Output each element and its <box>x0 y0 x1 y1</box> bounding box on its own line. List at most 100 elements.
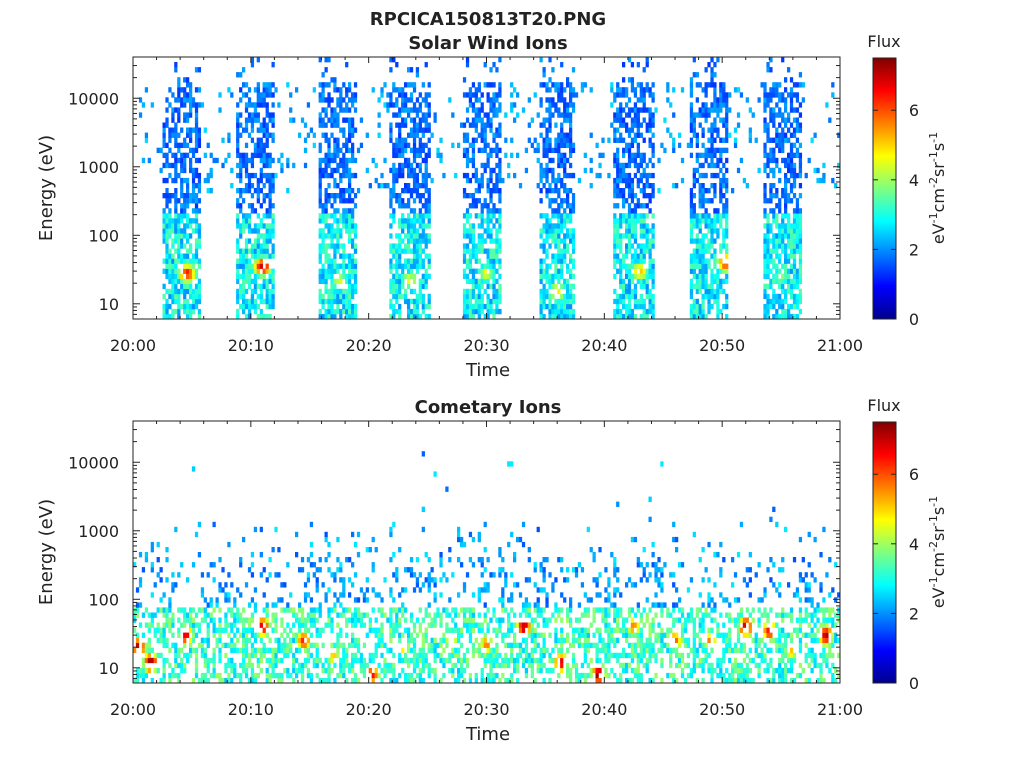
heatmap-cell <box>135 612 140 618</box>
heatmap-cell <box>174 298 178 305</box>
heatmap-cell <box>798 288 803 295</box>
heatmap-cell <box>212 632 216 638</box>
heatmap-cell <box>171 152 175 159</box>
heatmap-cell <box>404 627 408 633</box>
heatmap-cell <box>300 672 305 679</box>
heatmap-cell <box>616 314 620 320</box>
heatmap-cell <box>763 122 767 128</box>
heatmap-cell <box>695 213 699 219</box>
heatmap-cell <box>342 268 346 274</box>
heatmap-cell <box>486 157 490 164</box>
heatmap-cell <box>630 62 635 68</box>
heatmap-cell <box>557 92 561 98</box>
heatmap-cell <box>180 667 184 674</box>
heatmap-cell <box>548 102 552 108</box>
heatmap-cell <box>701 203 705 209</box>
heatmap-cell <box>480 298 484 305</box>
heatmap-cell <box>197 243 202 249</box>
heatmap-cell <box>616 137 620 143</box>
heatmap-cell <box>183 642 187 649</box>
heatmap-cell <box>725 157 729 164</box>
heatmap-cell <box>180 142 184 149</box>
heatmap-cell <box>306 102 311 108</box>
heatmap-cell <box>389 557 393 563</box>
heatmap-cell <box>639 188 643 194</box>
heatmap-cell <box>625 127 629 133</box>
heatmap-cell <box>613 157 617 164</box>
colorbar-tick-label: 0 <box>909 310 919 329</box>
heatmap-cell <box>619 188 623 194</box>
heatmap-cell <box>468 213 473 219</box>
heatmap-cell <box>772 288 776 295</box>
heatmap-cell <box>716 218 720 224</box>
heatmap-cell <box>563 258 567 264</box>
heatmap-cell <box>133 678 137 684</box>
heatmap-cell <box>527 122 531 128</box>
heatmap-cell <box>321 87 325 93</box>
heatmap-cell <box>256 127 260 133</box>
heatmap-cell <box>330 167 334 174</box>
heatmap-cell <box>781 218 785 224</box>
heatmap-cell <box>462 147 467 154</box>
heatmap-cell <box>392 667 396 674</box>
heatmap-cell <box>194 288 199 295</box>
heatmap-cell <box>551 253 555 259</box>
heatmap-cell <box>763 152 767 159</box>
heatmap-cell <box>787 253 791 259</box>
heatmap-cell <box>816 167 820 174</box>
heatmap-cell <box>407 198 411 204</box>
heatmap-cell <box>177 314 181 320</box>
heatmap-cell <box>566 288 570 295</box>
heatmap-cell <box>194 238 199 244</box>
heatmap-cell <box>477 87 481 93</box>
heatmap-cell <box>395 172 399 179</box>
heatmap-cell <box>415 127 420 133</box>
heatmap-cell <box>239 188 243 194</box>
heatmap-cell <box>401 667 405 674</box>
heatmap-cell <box>489 167 493 174</box>
heatmap-cell <box>483 112 487 118</box>
heatmap-cell <box>781 233 785 239</box>
heatmap-cell <box>789 167 794 174</box>
heatmap-cell <box>292 162 296 169</box>
heatmap-cell <box>259 283 263 290</box>
x-tick-label: 20:50 <box>699 336 745 355</box>
heatmap-cell <box>318 612 322 618</box>
heatmap-cell <box>389 97 393 103</box>
heatmap-cell <box>642 314 646 320</box>
heatmap-cell <box>766 303 770 310</box>
heatmap-cell <box>295 617 299 623</box>
heatmap-cell <box>224 662 228 669</box>
heatmap-cell <box>418 193 422 199</box>
heatmap-cell <box>168 193 172 199</box>
heatmap-cell <box>221 587 225 593</box>
heatmap-cell <box>560 132 564 138</box>
heatmap-cell <box>692 238 696 244</box>
heatmap-cell <box>283 642 287 649</box>
heatmap-cell <box>471 273 476 280</box>
heatmap-cell <box>247 283 252 290</box>
heatmap-cell <box>613 213 617 219</box>
heatmap-cell <box>236 612 240 618</box>
heatmap-cell <box>480 177 484 184</box>
heatmap-cell <box>247 97 252 103</box>
heatmap-cell <box>407 647 411 654</box>
heatmap-cell <box>698 107 702 113</box>
heatmap-cell <box>330 223 334 229</box>
heatmap-cell <box>710 218 714 224</box>
heatmap-cell <box>551 293 555 300</box>
heatmap-cell <box>395 627 399 633</box>
heatmap-cell <box>218 622 222 628</box>
heatmap-cell <box>569 172 573 179</box>
heatmap-cell <box>224 678 228 684</box>
heatmap-cell <box>554 87 558 93</box>
heatmap-cell <box>701 268 705 274</box>
heatmap-cell <box>645 122 649 128</box>
heatmap-cell <box>398 142 402 149</box>
heatmap-cell <box>787 193 791 199</box>
heatmap-cell <box>548 273 552 280</box>
heatmap-cell <box>368 652 372 659</box>
heatmap-cell <box>227 678 231 684</box>
heatmap-cell <box>153 612 157 618</box>
